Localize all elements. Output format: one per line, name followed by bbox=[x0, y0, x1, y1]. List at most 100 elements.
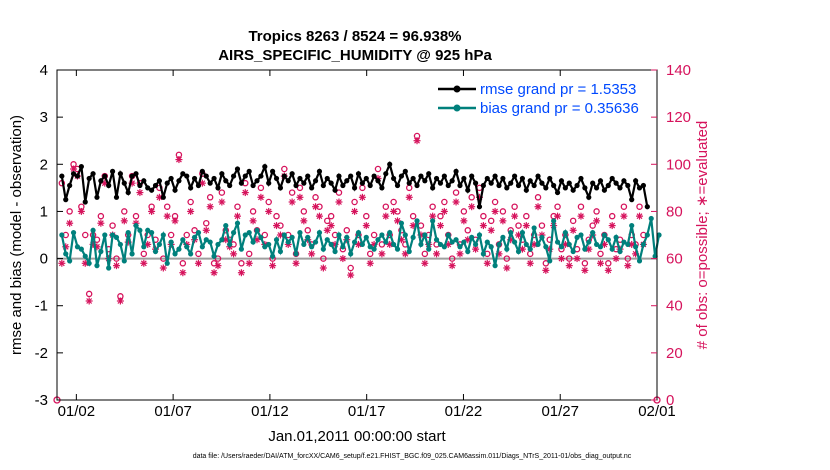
obs-possible-marker bbox=[636, 203, 643, 210]
rmse-point bbox=[195, 182, 202, 189]
rmse-point bbox=[414, 182, 420, 189]
obs-evaluated-marker bbox=[300, 217, 308, 225]
obs-evaluated-marker bbox=[257, 193, 265, 201]
obs-evaluated-marker bbox=[554, 212, 562, 220]
rmse-point bbox=[383, 171, 389, 177]
rmse-point bbox=[59, 173, 65, 179]
obs-possible-marker bbox=[589, 222, 596, 229]
bias-point bbox=[394, 246, 401, 252]
x-tick-label: 01/12 bbox=[251, 403, 289, 420]
bias-point bbox=[273, 237, 280, 243]
rmse-point bbox=[633, 178, 639, 184]
rmse-point bbox=[363, 175, 369, 182]
rmse-point bbox=[293, 182, 299, 189]
rmse-point bbox=[371, 173, 377, 179]
rmse-point bbox=[238, 180, 244, 186]
rmse-point bbox=[367, 182, 373, 189]
rmse-point bbox=[320, 182, 326, 189]
obs-evaluated-marker bbox=[608, 222, 616, 230]
obs-evaluated-marker bbox=[452, 198, 460, 206]
bias-point bbox=[184, 244, 190, 250]
rmse-point bbox=[137, 182, 143, 189]
obs-possible-marker bbox=[343, 227, 351, 234]
bias-point bbox=[250, 239, 256, 245]
obs-evaluated-marker bbox=[70, 165, 78, 173]
y-left-tick-label: 4 bbox=[40, 62, 48, 79]
obs-evaluated-marker bbox=[624, 262, 632, 270]
bias-point bbox=[539, 234, 545, 240]
obs-evaluated-marker bbox=[292, 259, 300, 267]
bias-point bbox=[223, 222, 229, 229]
rmse-point bbox=[453, 168, 459, 174]
obs-possible-marker bbox=[320, 255, 327, 262]
obs-possible-marker bbox=[460, 208, 468, 215]
obs-possible-marker bbox=[335, 189, 343, 196]
rmse-point bbox=[141, 178, 147, 184]
bias-point bbox=[605, 237, 611, 243]
rmse-point bbox=[184, 173, 190, 179]
obs-possible-marker bbox=[327, 212, 335, 220]
rmse-point bbox=[348, 173, 354, 179]
y-left-tick-label: 3 bbox=[40, 109, 48, 126]
bias-point bbox=[215, 241, 221, 248]
bias-point bbox=[289, 234, 295, 240]
bias-point bbox=[543, 244, 549, 250]
rmse-point bbox=[640, 182, 647, 189]
bias-point bbox=[402, 232, 408, 238]
rmse-point bbox=[180, 171, 186, 177]
obs-possible-marker bbox=[374, 165, 382, 173]
obs-possible-marker bbox=[620, 203, 628, 210]
bias-point bbox=[480, 251, 486, 257]
rmse-point bbox=[285, 178, 291, 184]
obs-evaluated-marker bbox=[187, 207, 195, 215]
obs-evaluated-marker bbox=[335, 198, 343, 206]
rmse-point bbox=[430, 185, 436, 191]
bias-point bbox=[375, 237, 381, 243]
obs-possible-marker bbox=[265, 198, 272, 206]
bias-point bbox=[199, 244, 205, 250]
bias-point bbox=[348, 251, 354, 257]
rmse-point bbox=[593, 185, 600, 191]
obs-possible-marker bbox=[511, 203, 518, 210]
y-right-tick-label: 80 bbox=[666, 203, 683, 220]
chart-title-line2: AIRS_SPECIFIC_HUMIDITY @ 925 hPa bbox=[218, 47, 492, 64]
bias-point bbox=[367, 244, 373, 250]
obs-possible-marker bbox=[487, 217, 495, 225]
obs-possible-marker bbox=[187, 198, 194, 206]
bias-point bbox=[297, 230, 303, 236]
bias-point bbox=[527, 246, 533, 252]
rmse-point bbox=[351, 185, 358, 191]
rmse-point bbox=[324, 175, 330, 182]
obs-possible-marker bbox=[569, 217, 577, 225]
rmse-point bbox=[391, 175, 397, 182]
obs-possible-marker bbox=[347, 264, 354, 272]
bias-point bbox=[234, 220, 241, 226]
rmse-point bbox=[266, 180, 272, 186]
bias-point bbox=[652, 253, 658, 259]
obs-possible-marker bbox=[605, 260, 612, 267]
bias-point bbox=[78, 246, 84, 252]
x-tick-label: 01/02 bbox=[58, 403, 96, 420]
bias-point bbox=[207, 239, 213, 245]
bias-point bbox=[328, 241, 334, 248]
bias-point bbox=[414, 218, 420, 224]
obs-evaluated-marker bbox=[265, 207, 273, 215]
obs-possible-marker bbox=[167, 231, 175, 239]
rmse-point bbox=[512, 173, 518, 179]
rmse-point bbox=[86, 175, 92, 182]
rmse-point bbox=[94, 194, 100, 200]
obs-evaluated-marker bbox=[429, 212, 437, 220]
y-left-tick-label: -1 bbox=[35, 298, 48, 315]
obs-evaluated-marker bbox=[77, 207, 85, 215]
rmse-point bbox=[336, 173, 342, 179]
rmse-point bbox=[472, 180, 479, 186]
rmse-point bbox=[102, 173, 108, 179]
rmse-point bbox=[289, 171, 295, 177]
bias-point bbox=[129, 251, 135, 257]
obs-evaluated-marker bbox=[269, 262, 277, 270]
obs-possible-marker bbox=[534, 194, 542, 201]
bias-point bbox=[106, 265, 112, 271]
obs-evaluated-marker bbox=[362, 222, 370, 230]
bias-point bbox=[363, 234, 369, 240]
obs-possible-marker bbox=[390, 198, 397, 206]
